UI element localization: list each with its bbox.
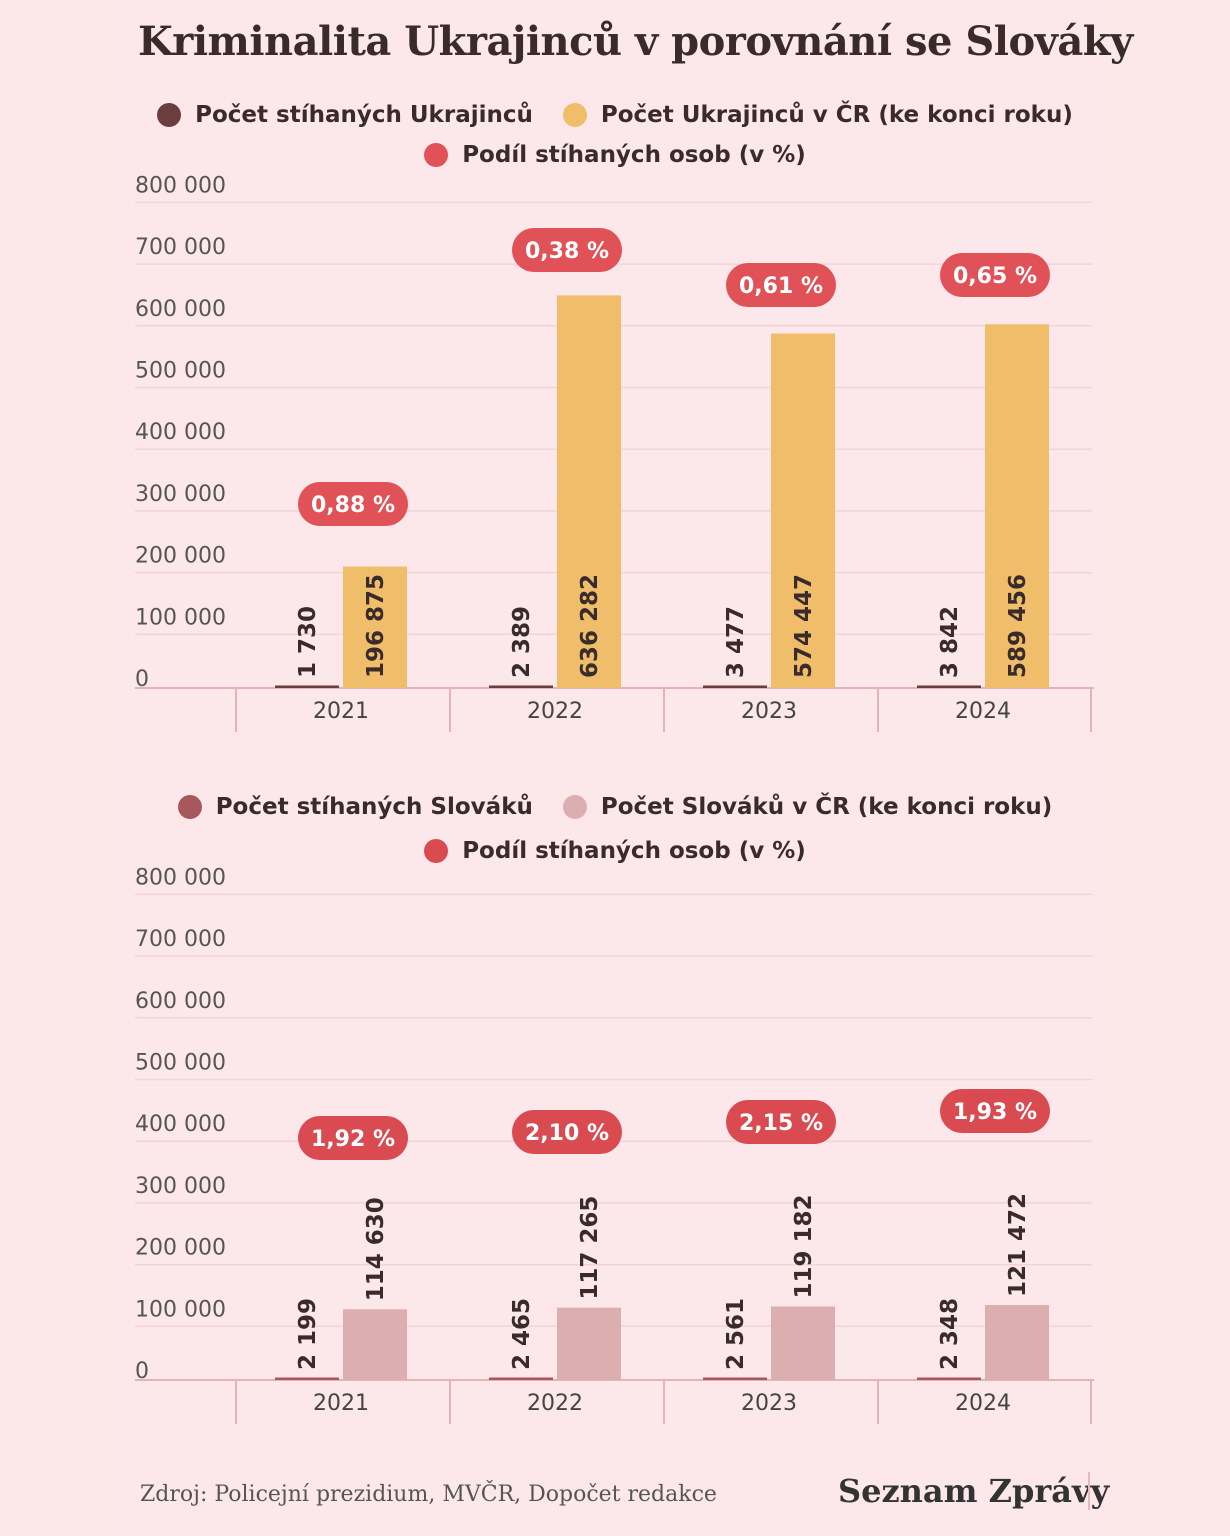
chart2-legend-share: Podíl stíhaných osob (v %)	[424, 838, 806, 864]
brand-divider	[1088, 1472, 1090, 1510]
legend-label: Podíl stíhaných osob (v %)	[462, 838, 806, 864]
chart2-legend-row1: Počet stíhaných Slováků Počet Slováků v …	[0, 794, 1230, 820]
chart1-legend-row1: Počet stíhaných Ukrajinců Počet Ukrajinc…	[0, 102, 1230, 128]
chart1-legend-share: Podíl stíhaných osob (v %)	[424, 142, 806, 168]
infographic-card	[110, 0, 1115, 1536]
legend-dot	[562, 103, 587, 127]
legend-label: Počet stíhaných Ukrajinců	[195, 102, 533, 128]
legend-dot	[424, 143, 449, 167]
legend-dot	[157, 103, 182, 127]
legend-dot	[562, 795, 587, 819]
legend-label: Podíl stíhaných osob (v %)	[462, 142, 806, 168]
legend-dot	[424, 839, 449, 863]
chart2-legend-population: Počet Slováků v ČR (ke konci roku)	[562, 794, 1053, 820]
chart2-legend-prosecuted: Počet stíhaných Slováků	[177, 794, 533, 820]
source-note: Zdroj: Policejní prezidium, MVČR, Dopoče…	[140, 1482, 717, 1507]
chart2-legend-row2: Podíl stíhaných osob (v %)	[0, 838, 1230, 864]
brand-logo: Seznam Zprávy	[838, 1472, 1110, 1510]
legend-dot	[177, 795, 202, 819]
page-title: Kriminalita Ukrajinců v porovnání se Slo…	[138, 18, 1133, 65]
legend-label: Počet Slováků v ČR (ke konci roku)	[600, 794, 1053, 820]
legend-label: Počet Ukrajinců v ČR (ke konci roku)	[600, 102, 1073, 128]
chart1-legend-population: Počet Ukrajinců v ČR (ke konci roku)	[562, 102, 1073, 128]
chart1-legend-prosecuted: Počet stíhaných Ukrajinců	[157, 102, 533, 128]
chart1-legend-row2: Podíl stíhaných osob (v %)	[0, 142, 1230, 168]
legend-label: Počet stíhaných Slováků	[215, 794, 533, 820]
